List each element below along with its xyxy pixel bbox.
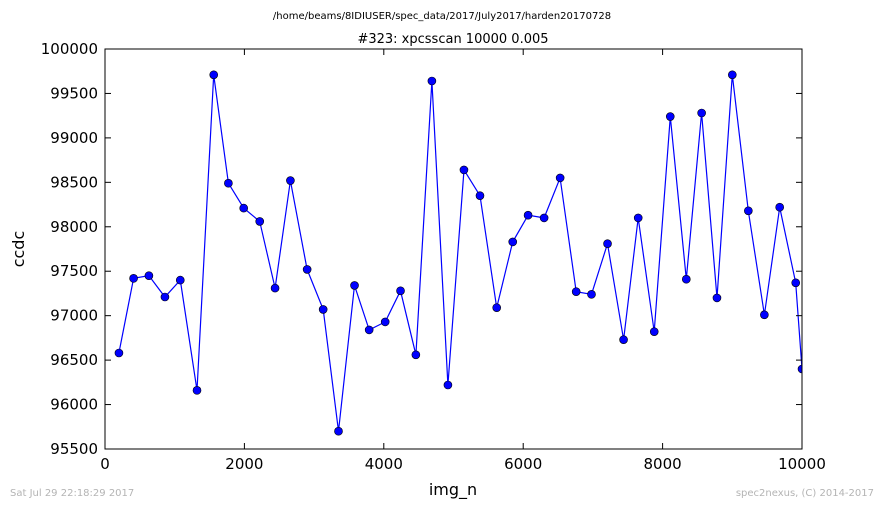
data-point — [318, 305, 328, 314]
y-tick-label: 98000 — [50, 218, 98, 236]
data-point — [539, 213, 549, 223]
data-point — [175, 275, 185, 285]
data-point — [114, 348, 124, 358]
series-line — [118, 74, 802, 432]
data-point — [681, 274, 691, 284]
y-tick-label: 100000 — [41, 40, 98, 58]
data-point — [603, 239, 612, 248]
axes: 0 2000 4000 6000 8000 10000 95500 96000 96500 970… — [41, 40, 826, 473]
data-point — [255, 217, 265, 226]
y-tick-label: 95500 — [50, 440, 98, 458]
y-tick-label: 96500 — [50, 351, 98, 369]
y-tick-label: 99500 — [50, 84, 98, 102]
x-tick-label: 6000 — [504, 455, 542, 473]
data-point — [555, 173, 565, 183]
x-tick-label: 4000 — [365, 455, 403, 473]
data-point — [633, 213, 643, 223]
x-tick-label: 8000 — [644, 455, 682, 473]
plot-area — [114, 70, 802, 436]
footer-credit: spec2nexus, (C) 2014-2017 — [735, 488, 874, 499]
data-point — [459, 165, 469, 175]
data-point — [350, 281, 359, 290]
data-point — [160, 292, 170, 302]
chart-suptitle: /home/beams/8IDIUSER/spec_data/2017/July… — [273, 11, 611, 22]
chart-title: #323: xpcsscan 10000 0.005 — [357, 32, 548, 47]
x-tick-label: 0 — [100, 455, 110, 473]
data-point — [302, 265, 312, 274]
data-point — [797, 364, 802, 374]
data-point — [492, 303, 502, 312]
data-point — [364, 325, 374, 335]
plot-frame — [104, 48, 803, 450]
data-point — [380, 317, 390, 327]
data-point — [712, 293, 722, 303]
data-point — [587, 290, 596, 299]
x-axis-label: img_n — [429, 480, 477, 500]
data-point — [239, 203, 249, 213]
y-tick-label: 97000 — [50, 307, 98, 325]
data-point — [791, 278, 801, 288]
data-point — [508, 237, 518, 247]
data-point — [209, 70, 219, 80]
y-tick-label: 98500 — [50, 173, 98, 191]
data-point — [334, 426, 343, 436]
data-point — [144, 271, 154, 280]
data-point — [192, 386, 202, 395]
data-point — [619, 335, 628, 344]
data-point — [443, 380, 453, 390]
x-tick-label: 10000 — [778, 455, 826, 473]
data-point — [697, 108, 706, 118]
data-point — [571, 287, 581, 296]
y-tick-label: 97500 — [50, 262, 98, 280]
data-point — [523, 210, 533, 220]
data-point — [649, 327, 659, 336]
data-point — [475, 191, 485, 200]
y-tick-label: 99000 — [50, 129, 98, 147]
data-point — [665, 112, 675, 121]
data-point — [224, 178, 233, 188]
data-point — [775, 202, 784, 212]
data-point — [270, 283, 280, 293]
data-point — [411, 350, 421, 360]
data-point — [129, 274, 138, 283]
data-point — [396, 286, 405, 296]
data-point — [760, 310, 769, 320]
y-axis-label: ccdc — [9, 231, 28, 268]
y-tick-label: 96000 — [50, 396, 98, 414]
data-point — [427, 76, 437, 86]
data-point — [727, 70, 737, 80]
x-tick-label: 2000 — [225, 455, 263, 473]
data-point — [286, 176, 295, 185]
footer-timestamp: Sat Jul 29 22:18:29 2017 — [10, 488, 135, 499]
data-point — [744, 206, 753, 216]
